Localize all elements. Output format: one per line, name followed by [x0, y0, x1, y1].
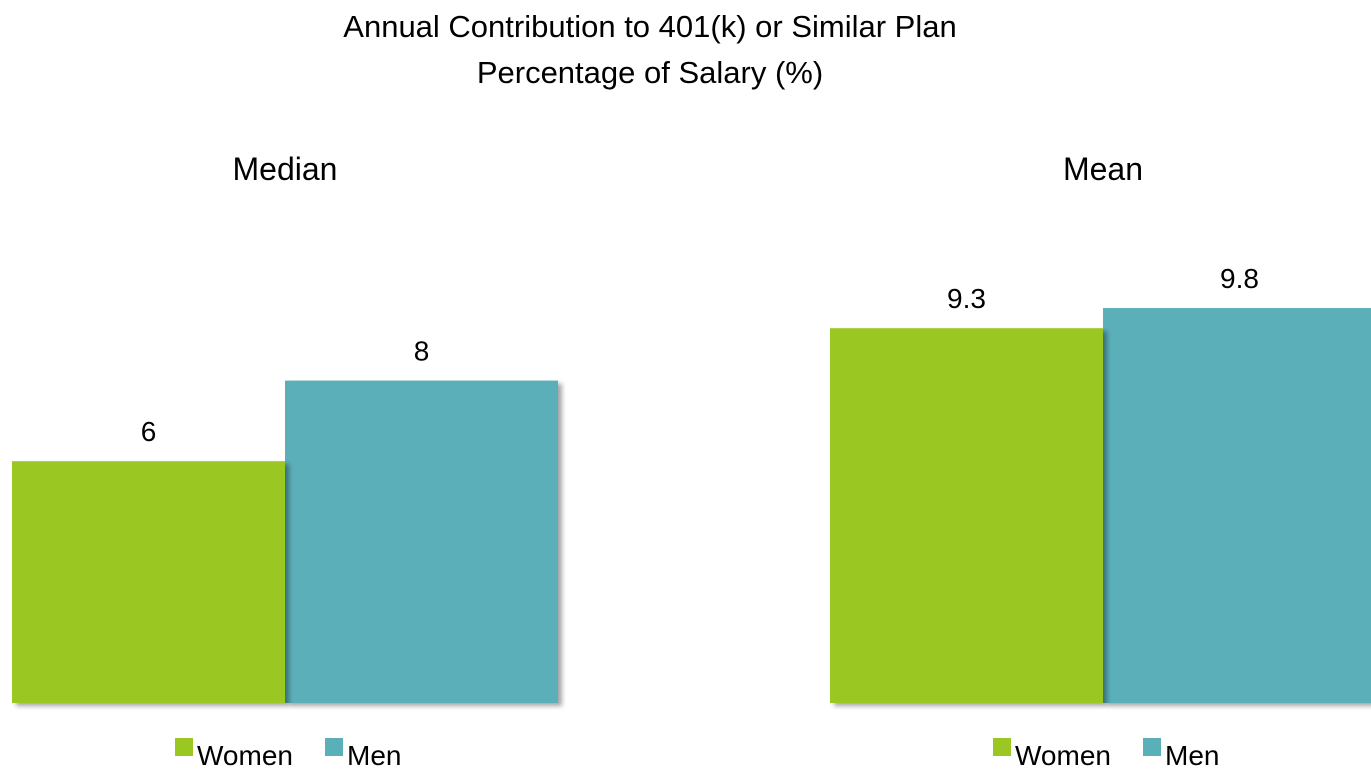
bar-women	[12, 461, 285, 703]
data-label-women: 6	[141, 416, 157, 447]
chart-panel-median: Median 6 8 Women Men	[12, 151, 558, 769]
legend-label-men: Men	[347, 740, 401, 769]
legend-swatch-women	[993, 738, 1011, 756]
data-label-men: 9.8	[1220, 263, 1259, 294]
bar-women	[830, 328, 1103, 703]
chart-title-line-1: Annual Contribution to 401(k) or Similar…	[343, 9, 957, 44]
chart-subtitle: Median	[233, 151, 338, 187]
chart-title-line-2: Percentage of Salary (%)	[476, 55, 824, 90]
chart-subtitle: Mean	[1063, 151, 1143, 187]
bar-men	[285, 380, 558, 703]
data-label-women: 9.3	[947, 283, 986, 314]
legend-swatch-women	[175, 738, 193, 756]
bar-men	[1103, 308, 1371, 703]
legend: Women Men	[993, 738, 1219, 769]
legend-label-women: Women	[1015, 740, 1111, 769]
legend: Women Men	[175, 738, 401, 769]
legend-label-women: Women	[197, 740, 293, 769]
data-label-men: 8	[414, 336, 430, 367]
legend-swatch-men	[325, 738, 343, 756]
chart-panel-mean: Mean 9.3 9.8 Women Men	[830, 151, 1371, 769]
legend-label-men: Men	[1165, 740, 1219, 769]
legend-swatch-men	[1143, 738, 1161, 756]
